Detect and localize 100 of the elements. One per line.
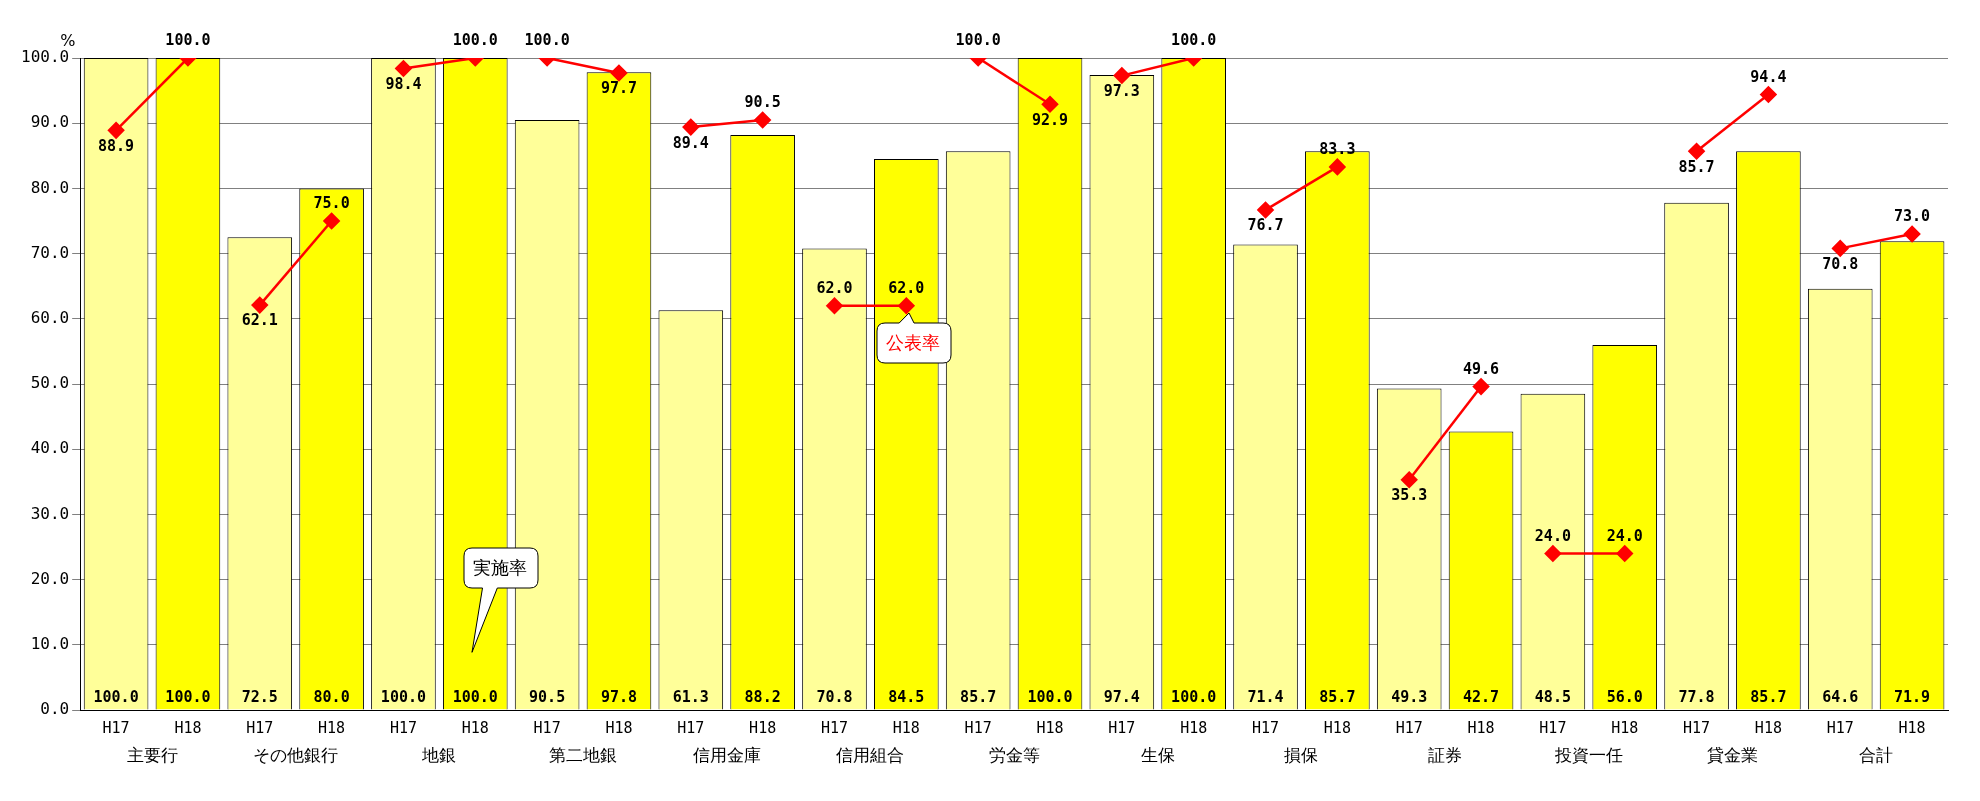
x-tick-label: H18 xyxy=(1898,718,1926,737)
x-tick-label: H18 xyxy=(318,718,346,737)
data-label: 100.0 xyxy=(165,688,211,707)
y-tick-label: 70.0 xyxy=(30,242,70,262)
point xyxy=(1113,67,1131,84)
point xyxy=(898,297,915,315)
data-label: 48.5 xyxy=(1534,688,1571,707)
data-label: 100.0 xyxy=(165,31,211,50)
x-tick-label: H18 xyxy=(1467,718,1495,737)
data-label: 100.0 xyxy=(452,688,498,707)
data-label: 100.0 xyxy=(93,688,139,707)
point xyxy=(826,297,843,315)
x-tick-label: H17 xyxy=(964,718,992,737)
data-label: 100.0 xyxy=(452,31,498,50)
x-tick-label: H17 xyxy=(1683,718,1711,737)
data-label: 24.0 xyxy=(1606,526,1643,545)
data-label: 35.3 xyxy=(1391,486,1428,505)
data-label: 85.7 xyxy=(960,688,997,707)
text: 投資一任 xyxy=(1553,744,1623,765)
x-tick-label: H18 xyxy=(1611,718,1639,737)
data-label: 71.4 xyxy=(1247,688,1284,707)
text: 労金等 xyxy=(988,744,1040,765)
data-label: 97.7 xyxy=(600,79,638,98)
text: その他銀行 xyxy=(253,744,339,765)
data-label: 100.0 xyxy=(380,688,427,707)
y-tick-label: 80.0 xyxy=(30,177,70,197)
data-label: 100.0 xyxy=(1171,31,1217,50)
data-label: 90.5 xyxy=(744,93,781,112)
x-tick-label: H18 xyxy=(1323,718,1351,737)
data-label: 62.1 xyxy=(241,311,278,330)
data-label: 70.8 xyxy=(1822,254,1859,273)
text: 信用組合 xyxy=(836,744,905,765)
data-label: 62.0 xyxy=(816,279,853,298)
data-label: 97.3 xyxy=(1103,81,1140,100)
data-label: 100.0 xyxy=(955,31,1001,50)
point xyxy=(1688,142,1705,160)
x-tick-label: H18 xyxy=(749,718,777,737)
x-tick-label: H18 xyxy=(461,718,489,737)
text: 証券 xyxy=(1428,744,1463,765)
text: 損保 xyxy=(1284,744,1319,765)
data-label: 49.6 xyxy=(1462,360,1500,378)
y-tick-label: 0.0 xyxy=(40,699,70,719)
data-label: 85.7 xyxy=(1319,688,1356,707)
x-tick-label: H17 xyxy=(533,718,561,737)
text: 信用金庫 xyxy=(692,744,761,765)
data-label: 73.0 xyxy=(1894,207,1931,226)
data-label: 90.5 xyxy=(529,688,566,707)
data-label: 24.0 xyxy=(1534,526,1571,545)
data-label: 98.4 xyxy=(385,74,422,93)
point xyxy=(1400,471,1418,489)
x-tick-label: H18 xyxy=(1754,718,1782,737)
point xyxy=(251,296,269,314)
data-label: 88.2 xyxy=(744,688,781,707)
data-label: 64.6 xyxy=(1822,688,1859,707)
data-label: 94.4 xyxy=(1750,67,1787,86)
data-label: 89.4 xyxy=(672,133,709,152)
data-label: 72.5 xyxy=(241,688,278,707)
x-tick-label: H17 xyxy=(246,718,274,737)
data-label: 49.3 xyxy=(1391,688,1428,707)
x-tick-label: H17 xyxy=(677,718,705,737)
series-label: 公表率 xyxy=(885,331,942,354)
data-label: 88.9 xyxy=(98,136,135,155)
data-label: 97.4 xyxy=(1103,688,1140,707)
point xyxy=(1903,225,1921,243)
x-tick-label: H18 xyxy=(892,718,920,737)
data-label: 100.0 xyxy=(524,31,570,50)
point xyxy=(1760,86,1777,103)
text: 主要行 xyxy=(126,744,178,765)
point xyxy=(1831,240,1849,257)
data-label: 56.0 xyxy=(1606,688,1643,707)
data-label: 100.0 xyxy=(1171,688,1217,707)
y-tick-label: 90.0 xyxy=(30,112,70,132)
point xyxy=(1329,158,1346,176)
data-label: 77.8 xyxy=(1678,688,1715,707)
x-tick-label: H17 xyxy=(1108,718,1136,737)
point xyxy=(1472,378,1490,395)
y-tick-label: 10.0 xyxy=(30,633,70,653)
x-tick-label: H17 xyxy=(102,718,130,737)
x-tick-label: H17 xyxy=(1826,718,1854,737)
data-label: 70.8 xyxy=(816,688,853,707)
series-label: 実施率 xyxy=(472,557,529,579)
data-label: 75.0 xyxy=(313,194,350,213)
data-label: 76.7 xyxy=(1247,216,1284,235)
x-tick-label: H17 xyxy=(1395,718,1423,737)
x-tick-label: H17 xyxy=(1539,718,1567,737)
x-tick-label: H18 xyxy=(1180,718,1208,737)
text: 合計 xyxy=(1859,744,1894,765)
point xyxy=(107,122,125,139)
x-tick-label: H18 xyxy=(605,718,633,737)
data-label: 97.8 xyxy=(600,688,638,707)
data-label: 85.7 xyxy=(1750,688,1787,707)
point xyxy=(1257,201,1274,219)
y-tick-label: 40.0 xyxy=(30,438,70,458)
point xyxy=(610,64,628,82)
text: 第二地銀 xyxy=(549,744,618,765)
text: 生保 xyxy=(1140,744,1175,765)
data-label: 85.7 xyxy=(1678,157,1715,176)
y-tick-label: 30.0 xyxy=(30,503,70,523)
x-tick-label: H17 xyxy=(389,718,417,737)
point xyxy=(754,111,771,129)
